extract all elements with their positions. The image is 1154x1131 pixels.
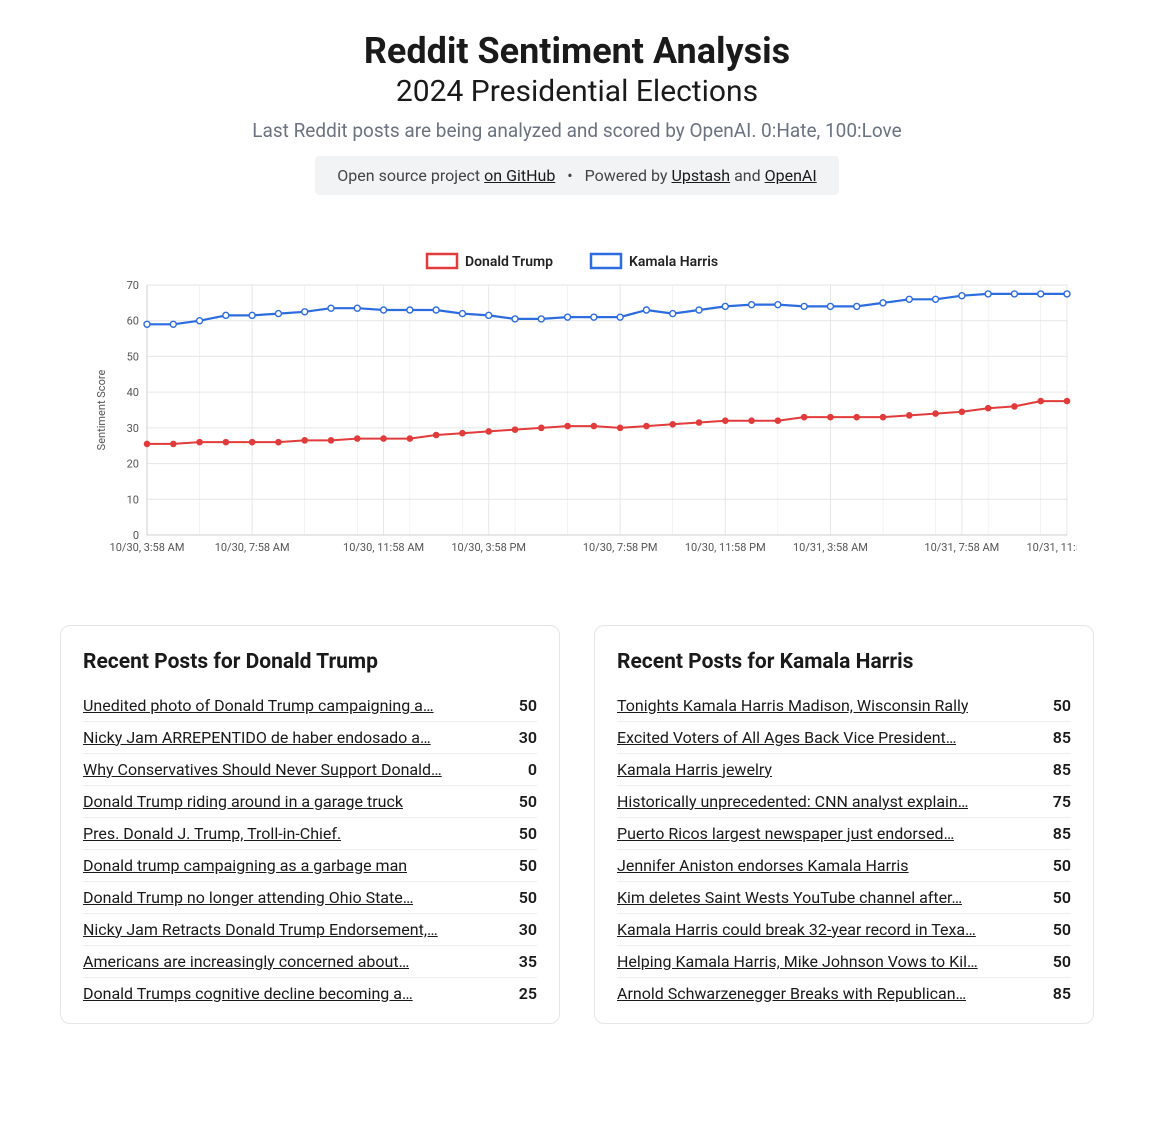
svg-text:10/30, 11:58 PM: 10/30, 11:58 PM: [685, 541, 766, 554]
post-link[interactable]: Unedited photo of Donald Trump campaigni…: [83, 696, 434, 715]
svg-text:10/31, 7:58 AM: 10/31, 7:58 AM: [924, 541, 999, 554]
page-subtitle: 2024 Presidential Elections: [60, 73, 1094, 111]
post-row: Donald Trumps cognitive decline becoming…: [83, 978, 537, 1009]
post-score: 50: [509, 856, 537, 875]
post-link[interactable]: Puerto Ricos largest newspaper just endo…: [617, 824, 954, 843]
post-score: 50: [1043, 952, 1071, 971]
chart-svg: Donald TrumpKamala Harris010203040506070…: [77, 245, 1077, 575]
post-score: 30: [509, 728, 537, 747]
post-score: 85: [1043, 760, 1071, 779]
post-link[interactable]: Donald Trumps cognitive decline becoming…: [83, 984, 413, 1003]
post-score: 0: [509, 760, 537, 779]
svg-text:20: 20: [127, 457, 139, 470]
post-score: 25: [509, 984, 537, 1003]
svg-text:70: 70: [127, 279, 139, 292]
post-link[interactable]: Arnold Schwarzenegger Breaks with Republ…: [617, 984, 966, 1003]
post-link[interactable]: Excited Voters of All Ages Back Vice Pre…: [617, 728, 956, 747]
svg-text:10/30, 7:58 PM: 10/30, 7:58 PM: [583, 541, 658, 554]
svg-text:50: 50: [127, 350, 139, 363]
post-row: Jennifer Aniston endorses Kamala Harris 5…: [617, 850, 1071, 882]
svg-text:10/30, 3:58 PM: 10/30, 3:58 PM: [451, 541, 526, 554]
svg-text:60: 60: [127, 314, 139, 327]
post-link[interactable]: Why Conservatives Should Never Support D…: [83, 760, 442, 779]
svg-text:Kamala Harris: Kamala Harris: [629, 254, 718, 270]
openai-link[interactable]: OpenAI: [765, 166, 817, 185]
post-row: Kamala Harris could break 32-year record…: [617, 914, 1071, 946]
post-row: Nicky Jam ARREPENTIDO de haber endosado …: [83, 722, 537, 754]
pill-mid: Powered by: [585, 166, 672, 185]
post-link[interactable]: Americans are increasingly concerned abo…: [83, 952, 409, 971]
post-row: Puerto Ricos largest newspaper just endo…: [617, 818, 1071, 850]
post-link[interactable]: Kamala Harris could break 32-year record…: [617, 920, 976, 939]
credits-pill: Open source project on GitHub • Powered …: [315, 156, 838, 195]
post-row: Donald Trump riding around in a garage t…: [83, 786, 537, 818]
post-row: Historically unprecedented: CNN analyst …: [617, 786, 1071, 818]
post-link[interactable]: Donald Trump riding around in a garage t…: [83, 792, 403, 811]
svg-text:10/30, 3:58 AM: 10/30, 3:58 AM: [110, 541, 185, 554]
post-link[interactable]: Nicky Jam ARREPENTIDO de haber endosado …: [83, 728, 431, 747]
post-row: Nicky Jam Retracts Donald Trump Endorsem…: [83, 914, 537, 946]
post-row: Excited Voters of All Ages Back Vice Pre…: [617, 722, 1071, 754]
svg-text:40: 40: [127, 386, 139, 399]
svg-text:Donald Trump: Donald Trump: [465, 254, 553, 270]
post-score: 50: [1043, 856, 1071, 875]
svg-text:10/30, 7:58 AM: 10/30, 7:58 AM: [215, 541, 290, 554]
post-link[interactable]: Donald Trump no longer attending Ohio St…: [83, 888, 413, 907]
svg-text:10/31, 3:58 AM: 10/31, 3:58 AM: [793, 541, 868, 554]
post-link[interactable]: Jennifer Aniston endorses Kamala Harris: [617, 856, 909, 875]
svg-text:10/31, 11:58 AM: 10/31, 11:58 AM: [1026, 541, 1077, 554]
svg-text:30: 30: [127, 422, 139, 435]
post-link[interactable]: Pres. Donald J. Trump, Troll-in-Chief.: [83, 824, 341, 843]
post-score: 50: [1043, 696, 1071, 715]
svg-text:10: 10: [127, 493, 139, 506]
hero: Reddit Sentiment Analysis 2024 President…: [60, 30, 1094, 195]
post-link[interactable]: Tonights Kamala Harris Madison, Wisconsi…: [617, 696, 968, 715]
posts-card-harris: Recent Posts for Kamala Harris Tonights …: [594, 625, 1094, 1024]
pill-prefix: Open source project: [337, 166, 484, 185]
post-score: 50: [509, 696, 537, 715]
pill-and: and: [730, 166, 765, 185]
post-row: Kim deletes Saint Wests YouTube channel …: [617, 882, 1071, 914]
post-link[interactable]: Helping Kamala Harris, Mike Johnson Vows…: [617, 952, 978, 971]
post-row: Americans are increasingly concerned abo…: [83, 946, 537, 978]
post-link[interactable]: Kim deletes Saint Wests YouTube channel …: [617, 888, 962, 907]
post-row: Tonights Kamala Harris Madison, Wisconsi…: [617, 690, 1071, 722]
post-score: 50: [509, 824, 537, 843]
post-row: Kamala Harris jewelry 85: [617, 754, 1071, 786]
post-score: 50: [1043, 888, 1071, 907]
page-title: Reddit Sentiment Analysis: [60, 30, 1094, 73]
post-score: 30: [509, 920, 537, 939]
post-row: Donald trump campaigning as a garbage ma…: [83, 850, 537, 882]
post-link[interactable]: Donald trump campaigning as a garbage ma…: [83, 856, 407, 875]
card-heading: Recent Posts for Kamala Harris: [617, 650, 1071, 674]
post-row: Helping Kamala Harris, Mike Johnson Vows…: [617, 946, 1071, 978]
upstash-link[interactable]: Upstash: [671, 166, 730, 185]
post-link[interactable]: Historically unprecedented: CNN analyst …: [617, 792, 968, 811]
posts-card-trump: Recent Posts for Donald Trump Unedited p…: [60, 625, 560, 1024]
page-description: Last Reddit posts are being analyzed and…: [60, 119, 1094, 142]
post-score: 85: [1043, 984, 1071, 1003]
post-score: 75: [1043, 792, 1071, 811]
post-link[interactable]: Kamala Harris jewelry: [617, 760, 772, 779]
card-heading: Recent Posts for Donald Trump: [83, 650, 537, 674]
post-row: Arnold Schwarzenegger Breaks with Republ…: [617, 978, 1071, 1009]
post-score: 85: [1043, 824, 1071, 843]
post-row: Unedited photo of Donald Trump campaigni…: [83, 690, 537, 722]
post-score: 50: [509, 888, 537, 907]
post-row: Pres. Donald J. Trump, Troll-in-Chief. 50: [83, 818, 537, 850]
post-score: 85: [1043, 728, 1071, 747]
pill-separator: •: [567, 166, 572, 185]
post-row: Donald Trump no longer attending Ohio St…: [83, 882, 537, 914]
svg-text:10/30, 11:58 AM: 10/30, 11:58 AM: [343, 541, 424, 554]
post-row: Why Conservatives Should Never Support D…: [83, 754, 537, 786]
post-score: 35: [509, 952, 537, 971]
sentiment-chart: Donald TrumpKamala Harris010203040506070…: [60, 245, 1094, 575]
svg-text:Sentiment Score: Sentiment Score: [95, 369, 108, 450]
post-score: 50: [509, 792, 537, 811]
post-score: 50: [1043, 920, 1071, 939]
post-link[interactable]: Nicky Jam Retracts Donald Trump Endorsem…: [83, 920, 438, 939]
github-link[interactable]: on GitHub: [484, 166, 555, 185]
